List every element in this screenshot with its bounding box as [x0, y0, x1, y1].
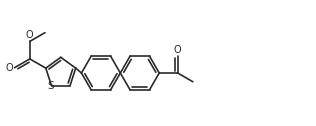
Text: S: S — [47, 81, 54, 91]
Text: O: O — [174, 45, 181, 55]
Text: O: O — [26, 30, 33, 40]
Text: O: O — [5, 63, 13, 73]
